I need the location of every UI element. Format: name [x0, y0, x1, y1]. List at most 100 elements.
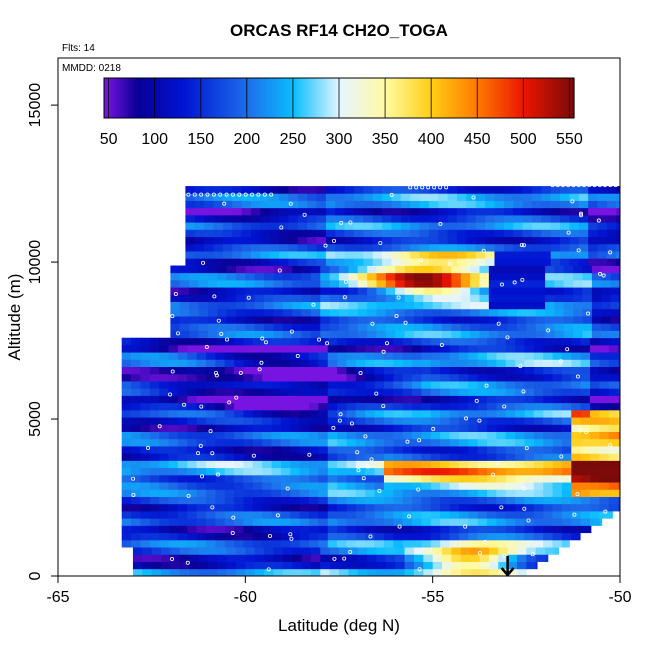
colorbar-swatch	[465, 78, 468, 118]
heatmap-cell	[402, 402, 413, 411]
heatmap-cell	[241, 200, 252, 209]
colorbar-swatch	[244, 78, 247, 118]
heatmap-cell	[535, 316, 546, 324]
heatmap-cell	[299, 482, 310, 490]
heatmap-cell	[569, 258, 580, 266]
heatmap-cell	[580, 474, 591, 483]
sample-point	[597, 271, 602, 276]
heatmap-cell	[205, 525, 216, 534]
heatmap-cell	[440, 381, 450, 389]
heatmap-cell	[337, 482, 347, 490]
heatmap-cell	[496, 424, 507, 432]
colorbar-swatch	[247, 78, 251, 118]
heatmap-cell	[460, 272, 471, 281]
sample-point	[275, 513, 280, 518]
heatmap-cell	[363, 200, 374, 209]
heatmap-cell	[131, 381, 141, 389]
heatmap-cell	[531, 193, 542, 201]
heatmap-cell	[496, 417, 507, 425]
heatmap-cell	[264, 272, 274, 281]
heatmap-cell	[187, 511, 198, 519]
heatmap-cell	[515, 417, 525, 425]
heatmap-cell	[252, 373, 263, 382]
heatmap-cell	[205, 417, 216, 425]
heatmap-cell	[479, 547, 490, 555]
colorbar-swatch	[524, 78, 527, 118]
heatmap-cell	[365, 518, 375, 526]
heatmap-cell	[290, 438, 301, 447]
heatmap-cell	[252, 352, 263, 360]
heatmap-cell	[316, 193, 327, 201]
heatmap-cell	[252, 366, 263, 375]
colorbar-swatch	[236, 78, 240, 118]
colorbar-swatch	[286, 78, 289, 118]
heatmap-cell	[365, 438, 375, 447]
heatmap-cell	[177, 518, 188, 526]
heatmap-cell	[458, 337, 469, 346]
heatmap-cell	[516, 287, 527, 295]
heatmap-cell	[550, 200, 561, 209]
heatmap-cell	[205, 388, 216, 396]
sample-point	[324, 341, 329, 346]
colorbar-swatch	[122, 78, 125, 118]
heatmap-cell	[563, 279, 574, 288]
heatmap-cell	[382, 258, 392, 266]
heatmap-cell	[179, 294, 190, 303]
heatmap-cell	[494, 258, 505, 266]
sample-point	[381, 349, 386, 354]
heatmap-cell	[357, 316, 368, 324]
heatmap-cell	[618, 388, 620, 396]
heatmap-cell	[561, 431, 572, 440]
heatmap-cell	[198, 287, 209, 295]
heatmap-cell	[442, 561, 452, 570]
heatmap-cell	[550, 229, 561, 238]
heatmap-cell	[346, 337, 357, 346]
heatmap-cell	[400, 229, 411, 238]
heatmap-cell	[496, 467, 507, 476]
heatmap-cell	[207, 265, 218, 274]
heatmap-cell	[477, 474, 488, 483]
sample-point	[227, 400, 232, 405]
colorbar-swatch	[164, 78, 168, 118]
heatmap-cell	[383, 438, 394, 447]
heatmap-cell	[264, 287, 274, 295]
heatmap-cell	[292, 561, 302, 570]
heatmap-cell	[367, 272, 377, 281]
heatmap-cell	[449, 503, 460, 512]
heatmap-cell	[372, 193, 383, 201]
heatmap-cell	[571, 344, 582, 353]
heatmap-cell	[292, 330, 302, 339]
heatmap-cell	[440, 402, 450, 411]
sample-point	[558, 359, 563, 364]
heatmap-cell	[260, 214, 271, 223]
heatmap-cell	[503, 258, 514, 266]
heatmap-cell	[170, 561, 181, 570]
heatmap-cell	[271, 409, 282, 418]
heatmap-cell	[252, 388, 263, 396]
heatmap-cell	[318, 352, 329, 360]
heatmap-cell	[590, 373, 600, 382]
heatmap-cell	[177, 460, 188, 469]
colorbar-swatch	[572, 78, 575, 118]
colorbar-swatch	[203, 78, 206, 118]
heatmap-cell	[447, 251, 458, 259]
heatmap-cell	[610, 316, 620, 324]
heatmap-cell	[290, 337, 301, 346]
heatmap-cell	[346, 525, 357, 534]
heatmap-cell	[468, 409, 479, 418]
heatmap-cell	[168, 532, 179, 541]
heatmap-cell	[524, 460, 535, 469]
sample-point	[417, 438, 422, 443]
heatmap-cell	[552, 496, 563, 505]
heatmap-cell	[365, 388, 375, 396]
heatmap-cell	[466, 222, 477, 230]
heatmap-cell	[320, 294, 331, 303]
heatmap-cell	[432, 272, 443, 281]
heatmap-cell	[187, 409, 198, 418]
heatmap-cell	[121, 344, 132, 353]
heatmap-cell	[393, 503, 404, 512]
heatmap-cell	[196, 489, 207, 497]
heatmap-cell	[503, 229, 514, 238]
colorbar-swatch	[129, 78, 133, 118]
heatmap-cell	[376, 561, 387, 570]
